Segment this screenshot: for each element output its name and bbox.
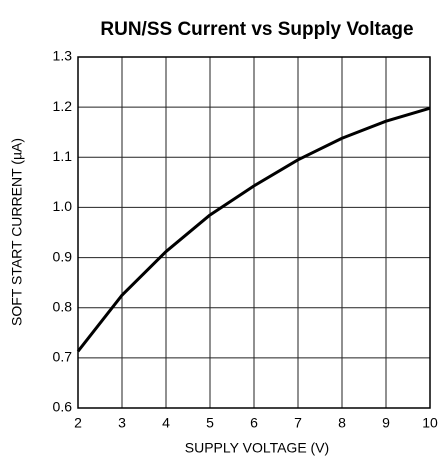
y-tick-label: 1.2 xyxy=(53,98,73,114)
x-axis-label: SUPPLY VOLTAGE (V) xyxy=(185,440,329,456)
data-line xyxy=(76,106,431,353)
x-tick-label: 6 xyxy=(250,415,258,431)
chart-title: RUN/SS Current vs Supply Voltage xyxy=(100,19,413,40)
x-tick-label: 4 xyxy=(162,415,170,431)
y-tick-label: 0.7 xyxy=(53,349,73,365)
x-tick-label: 7 xyxy=(294,415,302,431)
x-tick-label: 3 xyxy=(118,415,126,431)
x-tick-label: 2 xyxy=(74,415,82,431)
plot-frame xyxy=(77,56,431,409)
y-tick-label: 1.1 xyxy=(53,148,73,164)
x-tick-label: 5 xyxy=(206,415,214,431)
y-tick-label: 1.0 xyxy=(53,198,73,214)
y-tick-label: 0.9 xyxy=(53,248,73,264)
y-tick-label: 0.6 xyxy=(53,399,73,415)
x-tick-label: 10 xyxy=(422,415,438,431)
y-tick-label: 0.8 xyxy=(53,298,73,314)
y-axis-label: SOFT START CURRENT (µA) xyxy=(9,138,25,326)
y-tick-label: 1.3 xyxy=(53,48,73,64)
x-tick-label: 8 xyxy=(338,415,346,431)
x-tick-label: 9 xyxy=(382,415,390,431)
